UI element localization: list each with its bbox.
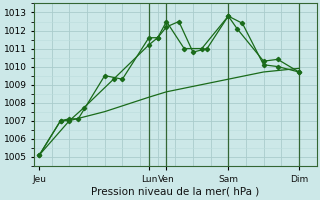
X-axis label: Pression niveau de la mer( hPa ): Pression niveau de la mer( hPa ) [91,187,260,197]
